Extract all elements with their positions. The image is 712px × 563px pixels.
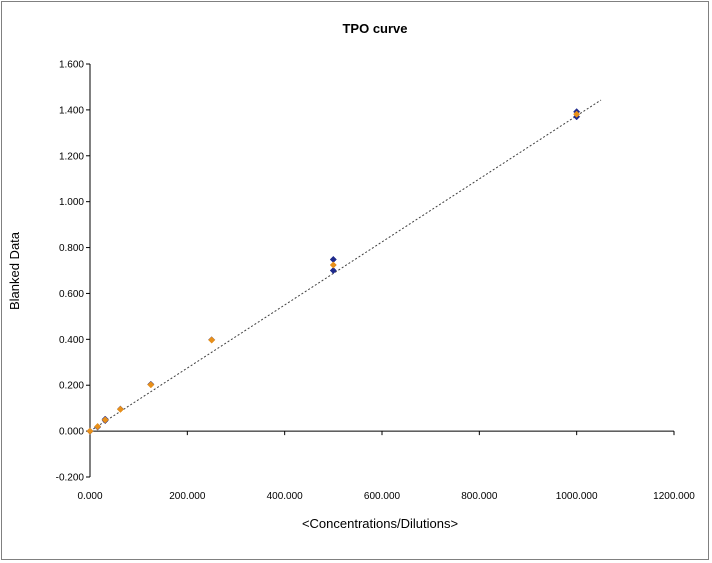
trendline-group xyxy=(89,99,602,432)
data-point xyxy=(94,422,102,431)
x-axis-ticks: 0.000 200.000 400.000 600.000 800.000 1000.00… xyxy=(77,431,695,502)
y-tick-label: 1.000 xyxy=(59,197,84,208)
data-point xyxy=(573,110,581,118)
y-tick-label: 0.600 xyxy=(59,289,84,300)
x-tick-label: 200.000 xyxy=(169,491,206,502)
y-tick-label: 0.400 xyxy=(59,335,84,346)
y-tick-label: 1.400 xyxy=(59,105,84,116)
x-tick-label: 600.000 xyxy=(364,491,401,502)
y-tick-label: -0.200 xyxy=(56,473,85,484)
x-tick-label: 0.000 xyxy=(77,491,102,502)
data-point xyxy=(329,266,337,275)
x-tick-label: 800.000 xyxy=(461,491,498,502)
axes xyxy=(89,64,674,477)
y-axis-title: Blanked Data xyxy=(7,231,22,310)
data-points xyxy=(86,108,581,435)
y-axis-ticks: -0.200 0.000 0.200 0.400 0.600 0.800 1.000 1.20… xyxy=(56,60,90,484)
y-tick-label: 1.200 xyxy=(59,151,84,162)
data-point xyxy=(116,405,124,413)
x-tick-label: 1200.000 xyxy=(653,491,695,502)
trendline xyxy=(89,99,602,432)
x-tick-label: 400.000 xyxy=(267,491,304,502)
x-tick-label: 1000.000 xyxy=(556,491,598,502)
data-point xyxy=(147,381,155,389)
data-point xyxy=(329,261,337,269)
data-point xyxy=(208,336,216,344)
x-axis-title: <Concentrations/Dilutions> xyxy=(302,516,458,531)
y-tick-label: 0.200 xyxy=(59,381,84,392)
data-point xyxy=(86,427,94,435)
y-tick-label: 1.600 xyxy=(59,60,84,71)
y-tick-label: 0.000 xyxy=(59,427,84,438)
y-tick-label: 0.800 xyxy=(59,243,84,254)
chart-title: TPO curve xyxy=(342,21,407,36)
data-point xyxy=(101,416,109,424)
